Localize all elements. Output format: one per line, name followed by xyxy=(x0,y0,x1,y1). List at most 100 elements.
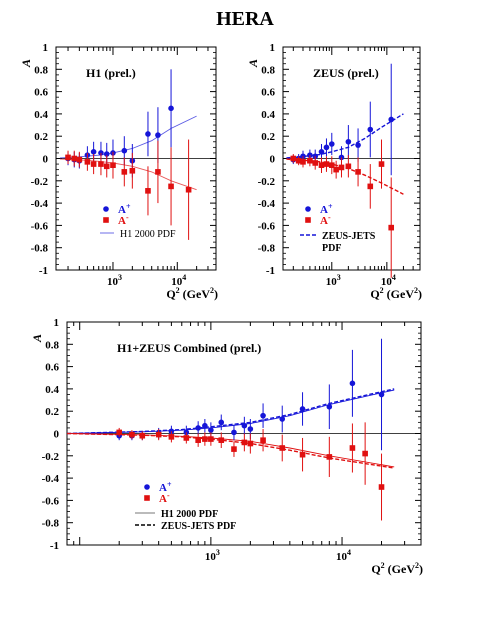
legend-zeus-pdf-label: ZEUS-JETS xyxy=(322,231,376,242)
panel-label: ZEUS (prel.) xyxy=(313,66,379,80)
legend-a-plus-marker xyxy=(144,484,150,490)
legend-a-minus-label: A- xyxy=(320,213,331,227)
legend-a-minus-marker xyxy=(144,495,150,501)
a-minus-point xyxy=(145,188,151,194)
a-minus-point xyxy=(300,159,306,165)
a-plus-point xyxy=(145,131,151,137)
y-tick-label: 0.6 xyxy=(34,87,48,99)
x-tick-label: 103 xyxy=(326,273,341,288)
y-tick-label: 0.4 xyxy=(34,109,48,121)
legend-a-minus-marker xyxy=(305,217,311,223)
a-minus-point xyxy=(362,450,368,457)
a-minus-point xyxy=(202,436,208,442)
a-plus-point xyxy=(241,422,248,429)
a-minus-point xyxy=(328,162,335,168)
y-tick-label: 0 xyxy=(270,154,276,166)
y-tick-label: 0 xyxy=(54,429,60,441)
a-minus-point xyxy=(84,159,91,165)
legend-a-plus-label: A+ xyxy=(118,202,131,216)
panel-label: H1+ZEUS Combined (prel.) xyxy=(117,341,261,355)
x-axis-label-part: 2 xyxy=(381,561,385,570)
zeus-pdf-curve xyxy=(66,388,395,435)
a-minus-point xyxy=(168,434,175,440)
a-plus-point xyxy=(218,419,225,426)
a-minus-point xyxy=(345,163,352,170)
a-plus-point xyxy=(388,116,395,123)
a-plus-point xyxy=(260,412,266,419)
x-axis-label: Q2 (GeV2) xyxy=(371,561,423,576)
x-tick-label: 104 xyxy=(336,548,351,563)
legend-h1-pdf-label: H1 2000 PDF xyxy=(161,509,218,520)
a-minus-point xyxy=(185,186,192,193)
x-axis-label-part: (GeV xyxy=(180,287,211,301)
a-minus-point xyxy=(355,169,361,175)
a-plus-point xyxy=(323,144,330,151)
a-plus-point xyxy=(103,151,110,157)
legend-a-minus-marker xyxy=(103,217,109,223)
y-tick-label: 0.8 xyxy=(261,64,275,76)
y-tick-label: 1 xyxy=(54,317,60,329)
a-minus-point xyxy=(129,431,135,438)
legend-a-minus-base: A xyxy=(118,215,126,227)
y-tick-label: -1 xyxy=(266,265,275,277)
y-tick-label: 0.2 xyxy=(45,406,59,418)
a-minus-point xyxy=(155,169,161,175)
y-tick-label: 0.6 xyxy=(261,87,275,99)
x-tick-exp: 3 xyxy=(216,548,220,557)
a-plus-point xyxy=(208,427,214,433)
a-minus-point xyxy=(183,435,190,441)
a-minus-point xyxy=(103,163,110,170)
y-tick-label: -0.8 xyxy=(42,518,60,530)
a-minus-point xyxy=(299,451,306,458)
a-minus-point xyxy=(76,156,83,163)
panel-label: H1 (prel.) xyxy=(86,66,136,80)
legend-a-plus-marker xyxy=(305,206,311,212)
legend-h1-pdf-label: H1 2000 PDF xyxy=(120,229,176,240)
figure-title: HERA xyxy=(216,8,274,30)
legend-a-plus-marker xyxy=(103,206,109,212)
a-minus-point xyxy=(333,166,339,173)
h1-pdf-curve xyxy=(66,389,395,434)
a-minus-point xyxy=(168,183,174,190)
a-plus-point xyxy=(231,429,237,436)
a-plus-point xyxy=(279,416,286,422)
y-tick-label: 0.6 xyxy=(45,362,59,374)
a-minus-point xyxy=(295,157,302,164)
y-tick-label: -0.4 xyxy=(42,473,60,485)
a-minus-point xyxy=(279,445,286,451)
x-tick-base: 10 xyxy=(171,276,183,288)
x-tick-base: 10 xyxy=(205,551,217,563)
a-minus-point xyxy=(378,484,385,490)
x-tick-label: 104 xyxy=(381,273,396,288)
x-axis-label-part: 2 xyxy=(380,286,384,295)
y-tick-label: 1 xyxy=(43,42,49,54)
a-plus-point xyxy=(326,403,333,410)
y-axis-label: A xyxy=(19,59,33,68)
x-axis-label-part: (GeV xyxy=(384,287,415,301)
h1-pdf-curve xyxy=(59,158,197,191)
legend-a-plus-base: A xyxy=(159,482,167,494)
zeus-pdf-curve xyxy=(286,113,404,159)
a-minus-point xyxy=(90,161,97,167)
a-minus-point xyxy=(110,162,116,168)
legend-a-minus-base: A xyxy=(320,215,328,227)
a-minus-point xyxy=(318,162,325,168)
legend-a-minus-base: A xyxy=(159,493,167,505)
a-minus-point xyxy=(121,169,128,175)
a-plus-point xyxy=(299,406,306,412)
a-minus-point xyxy=(312,160,319,166)
a-plus-point xyxy=(202,422,208,429)
x-axis-label-part: 2 xyxy=(414,286,418,295)
a-minus-point xyxy=(247,440,254,447)
a-minus-point xyxy=(241,439,248,446)
y-tick-label: 0.8 xyxy=(45,339,59,351)
a-plus-point xyxy=(367,126,374,133)
x-tick-exp: 4 xyxy=(392,273,396,282)
h1-pdf-curve xyxy=(66,433,395,468)
a-minus-point xyxy=(195,437,201,443)
a-plus-point xyxy=(355,142,361,148)
y-tick-label: 0.4 xyxy=(261,109,275,121)
a-plus-point xyxy=(155,132,161,138)
y-tick-label: -0.6 xyxy=(258,220,276,232)
